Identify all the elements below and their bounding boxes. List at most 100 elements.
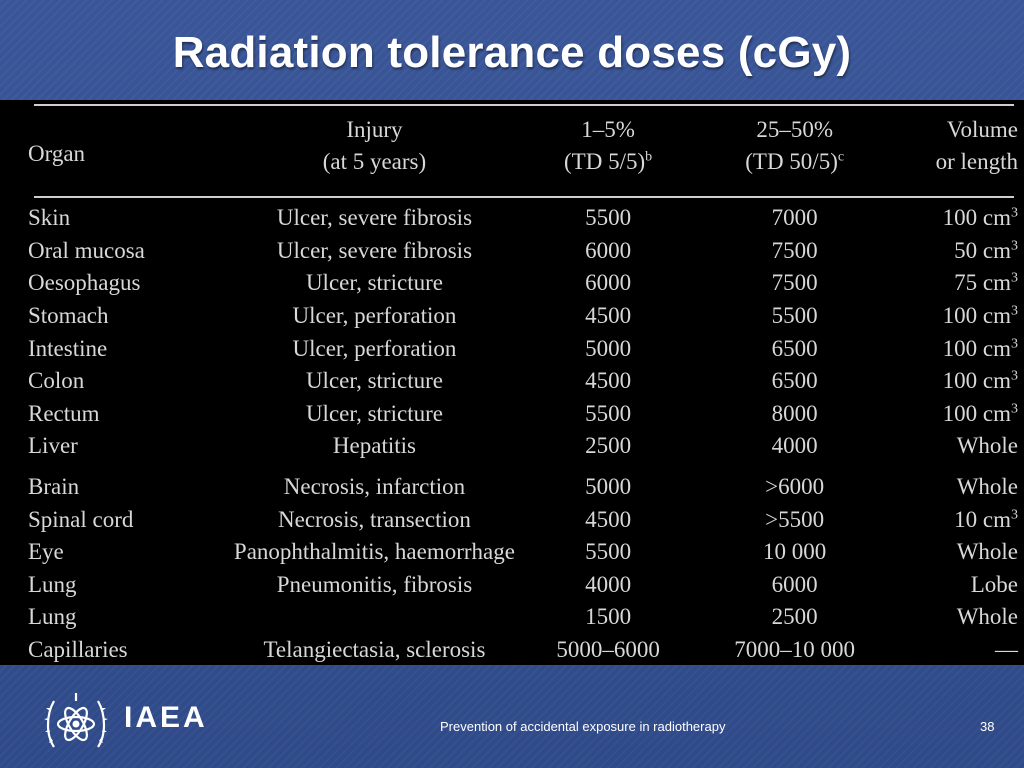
cell-injury-text: Ulcer, severe fibrosis [276, 205, 473, 231]
cell-volume-unit-exponent: 3 [1011, 270, 1018, 286]
cell-volume: 100 cm3 [888, 332, 1018, 365]
cell-volume-text: Whole [956, 433, 1018, 459]
cell-volume-text: Whole [956, 474, 1018, 500]
cell-td5: 1500 [515, 601, 701, 634]
cell-injury-text: Ulcer, stricture [305, 400, 443, 426]
header-td50-footnote: c [837, 149, 845, 165]
table-row: Oesophagus Ulcer, stricture 6000 7500 75 cm3 [28, 267, 1018, 300]
cell-volume-unit-exponent: 3 [1011, 506, 1018, 522]
cell-td5: 4500 [515, 503, 701, 536]
cell-td50-text: 5500 [771, 303, 818, 329]
cell-td5-text: 5000 [585, 335, 632, 361]
cell-injury: Ulcer, perforation [234, 332, 515, 365]
header-td50-line1: 25–50% [756, 117, 833, 142]
cell-injury: Ulcer, severe fibrosis [234, 235, 515, 268]
cell-injury: Necrosis, transection [234, 503, 515, 536]
cell-volume-text: 50 cm [954, 237, 1011, 263]
cell-organ-text: Eye [28, 539, 64, 565]
header-injury-line1: Injury [346, 117, 403, 142]
table-row: Capillaries Telangiectasia, sclerosis 5000… [28, 634, 1018, 667]
cell-organ-text: Oesophagus [28, 270, 141, 296]
cell-td50-text: 7000–10 000 [734, 637, 856, 663]
cell-td50-text: 8000 [771, 400, 818, 426]
cell-volume-text: Whole [956, 604, 1018, 630]
cell-organ-text: Colon [28, 368, 85, 394]
cell-td50-text: 4000 [771, 433, 818, 459]
cell-td50-text: 2500 [771, 604, 818, 630]
table-row: Eye Panophthalmitis, haemorrhage 5500 10 00… [28, 536, 1018, 569]
cell-organ: Lung [28, 569, 234, 602]
cell-td5-text: 4500 [585, 506, 632, 532]
cell-volume: Whole [888, 601, 1018, 634]
header-td5: 1–5% (TD 5/5)b [515, 114, 701, 202]
cell-injury: Ulcer, perforation [234, 300, 515, 333]
cell-td50: 2500 [701, 601, 888, 634]
cell-td5: 5000–6000 [515, 634, 701, 667]
cell-organ-text: Oral mucosa [28, 237, 145, 263]
cell-volume: 10 cm3 [888, 503, 1018, 536]
cell-td5-text: 5500 [585, 539, 632, 565]
cell-organ: Skin [28, 202, 234, 235]
footer-caption: Prevention of accidental exposure in rad… [440, 719, 726, 734]
cell-td50-text: 10 000 [763, 539, 827, 565]
header-volume-line2: or length [935, 149, 1018, 174]
cell-td5-text: 6000 [585, 237, 632, 263]
slide-footer: IAEA Prevention of accidental exposure i… [0, 665, 1024, 768]
cell-injury: Ulcer, stricture [234, 267, 515, 300]
cell-volume: Whole [888, 471, 1018, 504]
cell-volume-text: 100 cm [942, 303, 1011, 329]
cell-injury-text: Necrosis, infarction [283, 474, 466, 500]
table-row: Colon Ulcer, stricture 4500 6500 100 cm3 [28, 365, 1018, 398]
header-injury-line2: (at 5 years) [322, 149, 427, 174]
cell-td5: 2500 [515, 430, 701, 463]
header-injury: Injury (at 5 years) [234, 114, 515, 202]
cell-injury-text: Pneumonitis, fibrosis [276, 571, 473, 597]
cell-td5-text: 5000–6000 [556, 637, 660, 663]
cell-td5: 4000 [515, 569, 701, 602]
tolerance-table-container: Organ Injury (at 5 years) 1–5% (TD 5/5)b… [28, 100, 1024, 665]
cell-volume-text: Whole [956, 539, 1018, 565]
cell-organ-text: Rectum [28, 400, 100, 426]
cell-td50: 7500 [701, 235, 888, 268]
cell-td5: 5500 [515, 398, 701, 431]
cell-volume-unit-exponent: 3 [1011, 205, 1018, 221]
cell-organ: Liver [28, 430, 234, 463]
cell-volume-text: Lobe [970, 571, 1018, 597]
header-td50-line2: (TD 50/5)c [701, 146, 888, 178]
cell-injury-text: Necrosis, transection [278, 506, 471, 532]
cell-td50-text: >6000 [765, 474, 825, 500]
cell-td5-text: 5000 [585, 474, 632, 500]
cell-volume-unit-exponent: 3 [1011, 336, 1018, 352]
cell-volume-text: 75 cm [954, 270, 1011, 296]
cell-td5: 4500 [515, 300, 701, 333]
cell-injury: Ulcer, stricture [234, 365, 515, 398]
cell-injury: Pneumonitis, fibrosis [234, 569, 515, 602]
cell-td50: 8000 [701, 398, 888, 431]
cell-volume: Whole [888, 430, 1018, 463]
cell-organ-text: Liver [28, 433, 78, 459]
cell-td5: 5500 [515, 202, 701, 235]
cell-td50-text: >5500 [765, 506, 825, 532]
cell-td5: 5500 [515, 536, 701, 569]
cell-injury [234, 601, 515, 634]
cell-td5-text: 6000 [585, 270, 632, 296]
cell-volume: 50 cm3 [888, 235, 1018, 268]
header-td5-footnote: b [645, 149, 653, 165]
cell-organ: Intestine [28, 332, 234, 365]
cell-volume-text: 100 cm [942, 368, 1011, 394]
cell-td5-text: 1500 [585, 604, 632, 630]
cell-injury-text: Panophthalmitis, haemorrhage [233, 539, 515, 565]
cell-organ: Oral mucosa [28, 235, 234, 268]
cell-td50: 6500 [701, 365, 888, 398]
table-top-rule [34, 104, 1014, 106]
cell-volume: 100 cm3 [888, 202, 1018, 235]
slide-title: Radiation tolerance doses (cGy) [172, 28, 852, 77]
table-header-row: Organ Injury (at 5 years) 1–5% (TD 5/5)b… [28, 114, 1018, 202]
cell-injury: Necrosis, infarction [234, 471, 515, 504]
cell-organ-text: Stomach [28, 303, 109, 329]
cell-td5-text: 5500 [585, 205, 632, 231]
cell-volume-text: 100 cm [942, 400, 1011, 426]
cell-volume: 100 cm3 [888, 365, 1018, 398]
header-td5-line2: (TD 5/5)b [515, 146, 701, 178]
cell-volume-unit-exponent: 3 [1011, 401, 1018, 417]
